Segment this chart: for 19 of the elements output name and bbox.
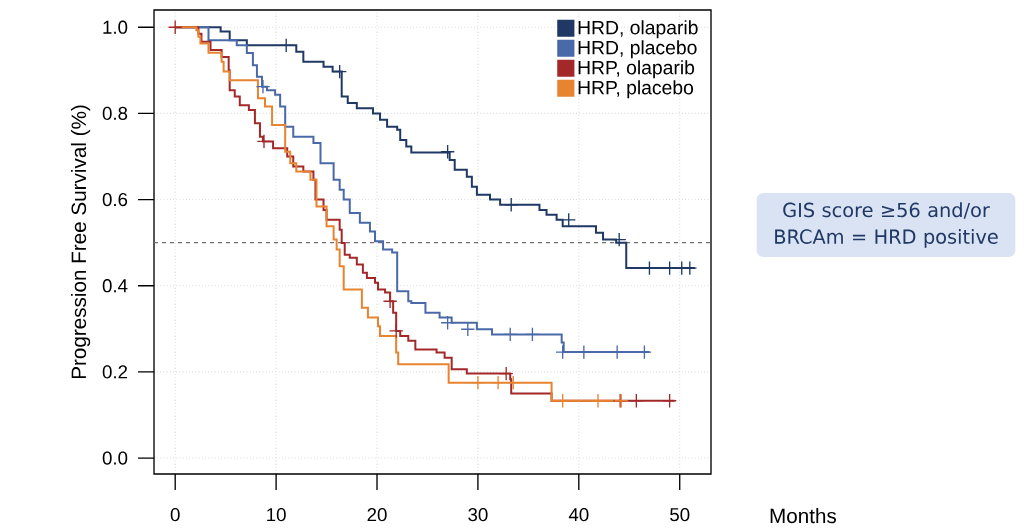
text: GIS score ≥56 and/or BRCAm = HRD positive — [775, 202, 998, 248]
y-tick-label: 0.0 — [102, 451, 128, 465]
x-tick-label: 40 — [568, 508, 589, 522]
x-tick-label: 20 — [367, 508, 387, 522]
y-tick-label: 0.2 — [102, 365, 128, 379]
y-axis-title: Progression Free Survival (%) — [70, 105, 91, 379]
y-tick-label: 0.4 — [102, 279, 128, 293]
x-axis-title: Months — [770, 508, 837, 524]
legend-label: HRD, placebo — [578, 40, 697, 59]
legend-label: HRP, placebo — [578, 80, 694, 99]
legend-label: HRD, olaparib — [578, 20, 698, 39]
y-tick-label: 0.8 — [102, 106, 128, 120]
x-tick-label: 0 — [170, 508, 180, 522]
y-tick-label: 0.6 — [102, 192, 128, 207]
x-tick-label: 10 — [267, 508, 286, 522]
x-tick-label: 50 — [670, 508, 690, 522]
x-tick-label: 30 — [468, 508, 488, 522]
y-tick-label: 1.0 — [103, 20, 128, 34]
legend-label: HRP, olaparib — [578, 60, 695, 79]
